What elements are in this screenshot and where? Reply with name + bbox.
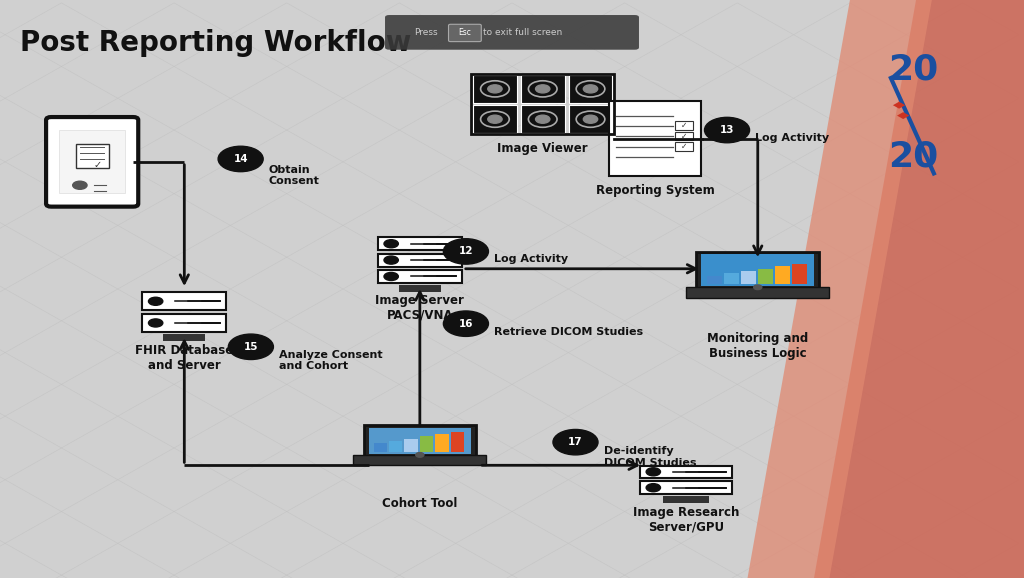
FancyBboxPatch shape xyxy=(473,75,517,103)
FancyBboxPatch shape xyxy=(451,432,464,452)
FancyBboxPatch shape xyxy=(521,75,564,103)
FancyBboxPatch shape xyxy=(142,314,226,332)
Text: De-identify
DICOM Studies: De-identify DICOM Studies xyxy=(604,446,696,468)
Text: Log Activity: Log Activity xyxy=(494,254,567,264)
Text: Analyze Consent
and Cohort: Analyze Consent and Cohort xyxy=(279,350,382,371)
Circle shape xyxy=(148,297,163,305)
FancyBboxPatch shape xyxy=(398,284,440,292)
FancyBboxPatch shape xyxy=(724,273,738,284)
Circle shape xyxy=(705,117,750,143)
Text: 17: 17 xyxy=(568,437,583,447)
Text: Monitoring and
Business Logic: Monitoring and Business Logic xyxy=(708,332,808,360)
FancyBboxPatch shape xyxy=(568,105,612,134)
FancyBboxPatch shape xyxy=(374,443,387,452)
Text: 16: 16 xyxy=(459,318,473,329)
FancyBboxPatch shape xyxy=(568,75,612,103)
FancyBboxPatch shape xyxy=(696,251,819,289)
Polygon shape xyxy=(748,0,932,578)
Circle shape xyxy=(218,146,263,172)
FancyBboxPatch shape xyxy=(701,254,814,286)
Circle shape xyxy=(536,85,550,93)
Circle shape xyxy=(646,468,660,476)
FancyBboxPatch shape xyxy=(640,481,732,494)
Text: Image Server
PACS/VNA: Image Server PACS/VNA xyxy=(376,294,464,321)
Circle shape xyxy=(584,115,598,123)
FancyBboxPatch shape xyxy=(664,495,710,503)
Circle shape xyxy=(416,453,424,457)
FancyBboxPatch shape xyxy=(449,24,481,42)
FancyBboxPatch shape xyxy=(378,270,462,283)
FancyBboxPatch shape xyxy=(378,254,462,266)
Circle shape xyxy=(384,256,398,264)
Circle shape xyxy=(553,429,598,455)
Text: Cohort Tool: Cohort Tool xyxy=(382,497,458,510)
FancyBboxPatch shape xyxy=(740,271,756,284)
Text: Log Activity: Log Activity xyxy=(755,133,828,143)
FancyBboxPatch shape xyxy=(435,434,449,452)
Circle shape xyxy=(487,85,502,93)
Text: 12: 12 xyxy=(459,246,473,257)
Circle shape xyxy=(73,181,87,190)
FancyBboxPatch shape xyxy=(758,269,773,284)
Text: 15: 15 xyxy=(244,342,258,352)
Circle shape xyxy=(228,334,273,360)
Text: Obtain
Consent: Obtain Consent xyxy=(268,165,319,186)
Circle shape xyxy=(384,272,398,280)
Text: 13: 13 xyxy=(720,125,734,135)
Circle shape xyxy=(646,484,660,492)
FancyBboxPatch shape xyxy=(609,101,701,176)
FancyBboxPatch shape xyxy=(404,439,418,452)
Text: 20: 20 xyxy=(888,53,939,86)
Circle shape xyxy=(148,319,163,327)
FancyBboxPatch shape xyxy=(675,121,693,130)
Text: Retrieve DICOM Studies: Retrieve DICOM Studies xyxy=(494,327,643,336)
FancyBboxPatch shape xyxy=(686,287,829,298)
FancyBboxPatch shape xyxy=(521,105,564,134)
Text: 14: 14 xyxy=(233,154,248,164)
Circle shape xyxy=(487,115,502,123)
Circle shape xyxy=(536,115,550,123)
FancyBboxPatch shape xyxy=(378,237,462,250)
FancyBboxPatch shape xyxy=(369,428,471,454)
Text: ✓: ✓ xyxy=(93,160,101,170)
Polygon shape xyxy=(897,112,909,119)
Text: ✓: ✓ xyxy=(681,142,687,151)
Text: FHIR Database
and Server: FHIR Database and Server xyxy=(135,344,233,372)
FancyBboxPatch shape xyxy=(473,105,517,134)
FancyBboxPatch shape xyxy=(775,266,790,284)
Circle shape xyxy=(584,85,598,93)
Circle shape xyxy=(384,240,398,248)
FancyBboxPatch shape xyxy=(59,130,125,193)
Circle shape xyxy=(443,239,488,264)
Circle shape xyxy=(754,285,762,290)
Polygon shape xyxy=(893,102,905,109)
FancyBboxPatch shape xyxy=(364,425,476,457)
FancyBboxPatch shape xyxy=(76,144,109,168)
Text: ✓: ✓ xyxy=(681,132,687,140)
Text: Reporting System: Reporting System xyxy=(596,184,715,197)
FancyBboxPatch shape xyxy=(707,276,722,284)
Text: Press: Press xyxy=(414,28,437,37)
FancyBboxPatch shape xyxy=(675,132,693,140)
FancyBboxPatch shape xyxy=(46,117,138,207)
FancyBboxPatch shape xyxy=(640,466,732,478)
FancyBboxPatch shape xyxy=(353,455,486,465)
FancyBboxPatch shape xyxy=(420,436,433,452)
FancyBboxPatch shape xyxy=(389,441,402,452)
Circle shape xyxy=(443,311,488,336)
Text: Post Reporting Workflow: Post Reporting Workflow xyxy=(20,29,412,57)
Text: Image Viewer: Image Viewer xyxy=(498,142,588,154)
FancyBboxPatch shape xyxy=(385,15,639,50)
FancyBboxPatch shape xyxy=(675,142,693,151)
Text: Esc: Esc xyxy=(459,28,471,38)
Text: Image Research
Server/GPU: Image Research Server/GPU xyxy=(633,506,739,533)
Text: to exit full screen: to exit full screen xyxy=(483,28,562,37)
FancyBboxPatch shape xyxy=(164,334,205,341)
FancyBboxPatch shape xyxy=(792,264,807,284)
FancyBboxPatch shape xyxy=(142,292,226,310)
Text: 20: 20 xyxy=(888,139,939,173)
Polygon shape xyxy=(814,0,1024,578)
Text: ✓: ✓ xyxy=(681,121,687,130)
